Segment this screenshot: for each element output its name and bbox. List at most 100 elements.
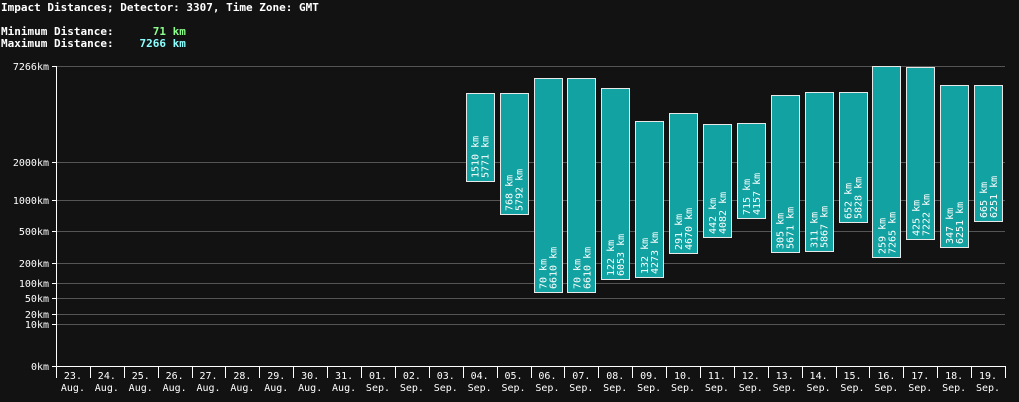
- range-min-label: 425 km: [911, 200, 922, 236]
- x-tick-label: Sep.: [434, 383, 458, 394]
- x-tick-label: Sep.: [976, 383, 1000, 394]
- x-tick-label: Sep.: [468, 383, 492, 394]
- x-tick-label: 03.: [437, 371, 455, 382]
- range-min-label: 305 km: [776, 213, 787, 249]
- y-tick-label: 1000km: [13, 196, 49, 207]
- minimum-distance-unit: km: [172, 25, 186, 38]
- range-bar: [567, 78, 596, 293]
- x-tick-label: 04.: [471, 371, 489, 382]
- x-tick-label: Sep.: [942, 383, 966, 394]
- range-max-label: 5671 km: [786, 207, 797, 249]
- range-bar: [906, 67, 935, 240]
- x-tick-label: Sep.: [502, 383, 526, 394]
- x-tick-label: Sep.: [569, 383, 593, 394]
- range-min-label: 311 km: [810, 212, 821, 248]
- range-bar: [500, 93, 529, 215]
- x-tick-label: 07.: [572, 371, 590, 382]
- y-tick-label: 200km: [19, 259, 49, 270]
- x-tick-label: Aug.: [298, 383, 322, 394]
- x-tick-label: 28.: [233, 371, 251, 382]
- range-bar: [534, 78, 563, 293]
- x-tick-label: 15.: [843, 371, 861, 382]
- minimum-distance-label: Minimum Distance:: [1, 25, 114, 38]
- x-tick-label: 05.: [505, 371, 523, 382]
- y-tick-label: 0km: [31, 362, 49, 373]
- distance-summary: Minimum Distance: 71 km Maximum Distance:…: [1, 26, 186, 50]
- maximum-distance-row: Maximum Distance: 7266 km: [1, 38, 186, 50]
- x-tick-label: 12.: [742, 371, 760, 382]
- x-tick-label: Sep.: [400, 383, 424, 394]
- maximum-distance-label: Maximum Distance:: [1, 37, 114, 50]
- range-max-label: 5828 km: [853, 177, 864, 219]
- x-tick-label: Sep.: [739, 383, 763, 394]
- range-max-label: 6053 km: [616, 234, 627, 276]
- maximum-distance-value: 7266: [139, 37, 167, 50]
- x-tick-label: 29.: [267, 371, 285, 382]
- x-tick-label: Sep.: [908, 383, 932, 394]
- range-min-label: 665 km: [979, 182, 990, 218]
- y-tick-label: 20km: [25, 310, 49, 321]
- range-min-label: 122 km: [606, 240, 617, 276]
- range-bar: [669, 113, 698, 254]
- range-min-label: 1510 km: [471, 136, 482, 178]
- range-max-label: 4273 km: [650, 232, 661, 274]
- x-tick-label: 30.: [301, 371, 319, 382]
- range-bar: [805, 92, 834, 252]
- y-tick-label: 2000km: [13, 158, 49, 169]
- range-bar: [872, 66, 901, 258]
- x-tick-label: 14.: [810, 371, 828, 382]
- y-tick-label: 7266km: [13, 62, 49, 73]
- x-tick-label: 13.: [776, 371, 794, 382]
- range-bar: [466, 93, 495, 182]
- range-bar: [771, 95, 800, 253]
- page-title: Impact Distances; Detector: 3307, Time Z…: [1, 1, 319, 14]
- x-tick-label: Sep.: [705, 383, 729, 394]
- x-tick-label: Aug.: [196, 383, 220, 394]
- range-bar: [601, 88, 630, 280]
- x-tick-label: 26.: [166, 371, 184, 382]
- range-min-label: 132 km: [640, 238, 651, 274]
- maximum-distance-unit: km: [172, 37, 186, 50]
- range-bar: [940, 85, 969, 248]
- x-tick-label: 24.: [98, 371, 116, 382]
- minimum-distance-value: 71: [152, 25, 166, 38]
- y-tick-label: 10km: [25, 320, 49, 331]
- range-max-label: 6251 km: [955, 202, 966, 244]
- x-tick-label: 27.: [199, 371, 217, 382]
- x-tick-label: 02.: [403, 371, 421, 382]
- x-tick-label: 18.: [945, 371, 963, 382]
- x-tick-label: Sep.: [773, 383, 797, 394]
- range-max-label: 7265 km: [887, 212, 898, 254]
- x-tick-label: 10.: [674, 371, 692, 382]
- x-tick-label: Aug.: [129, 383, 153, 394]
- x-tick-label: 31.: [335, 371, 353, 382]
- range-bar: [839, 92, 868, 223]
- range-max-label: 6251 km: [989, 176, 1000, 218]
- x-tick-label: Sep.: [603, 383, 627, 394]
- x-tick-label: Sep.: [637, 383, 661, 394]
- range-max-label: 4157 km: [752, 173, 763, 215]
- range-bar: [703, 124, 732, 238]
- range-min-label: 70 km: [572, 259, 583, 289]
- range-min-label: 715 km: [742, 179, 753, 215]
- x-tick-label: 06.: [538, 371, 556, 382]
- range-bar: [737, 123, 766, 219]
- x-tick-label: 25.: [132, 371, 150, 382]
- x-tick-label: Sep.: [840, 383, 864, 394]
- range-bar: [974, 85, 1003, 222]
- x-tick-label: Sep.: [671, 383, 695, 394]
- range-min-label: 259 km: [877, 218, 888, 254]
- x-tick-label: Sep.: [535, 383, 559, 394]
- range-min-label: 768 km: [505, 175, 516, 211]
- x-tick-label: Aug.: [332, 383, 356, 394]
- x-tick-label: 08.: [606, 371, 624, 382]
- x-tick-label: 17.: [911, 371, 929, 382]
- range-min-label: 442 km: [708, 198, 719, 234]
- x-tick-label: Sep.: [366, 383, 390, 394]
- range-min-label: 70 km: [538, 259, 549, 289]
- minimum-distance-row: Minimum Distance: 71 km: [1, 26, 186, 38]
- range-max-label: 6610 km: [582, 247, 593, 289]
- range-max-label: 5771 km: [481, 136, 492, 178]
- range-min-label: 291 km: [674, 214, 685, 250]
